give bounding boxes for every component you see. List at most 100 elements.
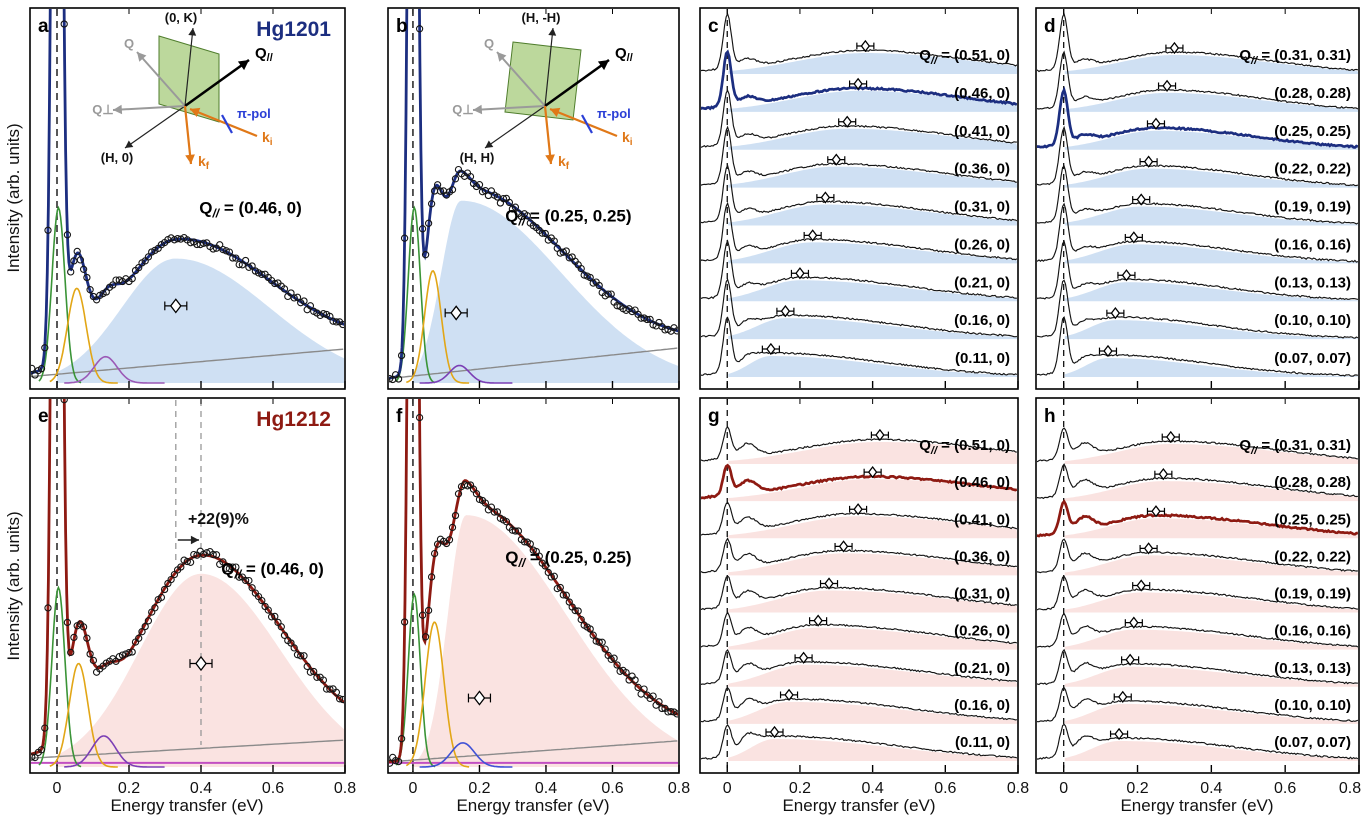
svg-text:(0.16, 0): (0.16, 0) xyxy=(954,697,1010,714)
svg-text:0.2: 0.2 xyxy=(1126,780,1148,797)
panel-c: Q// = (0.51, 0) (0.46, 0) (0.41, 0) (0.36, … xyxy=(699,7,1019,390)
svg-text:(0.11, 0): (0.11, 0) xyxy=(955,734,1010,751)
svg-text:Q// = (0.31, 0.31): Q// = (0.31, 0.31) xyxy=(1239,437,1351,457)
svg-text:Q// = (0.51, 0): Q// = (0.51, 0) xyxy=(919,437,1010,457)
svg-text:π-pol: π-pol xyxy=(597,106,631,121)
panel-b: Q// = (0.25, 0.25) (H, -H) (H, H) Q Q⊥ Q// kf k… xyxy=(387,7,680,390)
y-axis-label-top-row: Intensity (arb. units) xyxy=(4,123,23,273)
svg-text:Q: Q xyxy=(124,36,134,51)
svg-text:(H, -H): (H, -H) xyxy=(522,10,561,25)
svg-text:(0, K): (0, K) xyxy=(165,10,198,25)
svg-text:Q// = (0.46, 0): Q// = (0.46, 0) xyxy=(221,559,324,581)
svg-text:(0.36, 0): (0.36, 0) xyxy=(954,161,1010,178)
svg-text:(0.21, 0): (0.21, 0) xyxy=(954,660,1010,677)
svg-text:(0.21, 0): (0.21, 0) xyxy=(954,274,1010,291)
svg-text:0.4: 0.4 xyxy=(1200,780,1222,797)
svg-text:0.2: 0.2 xyxy=(118,780,140,797)
svg-text:0.8: 0.8 xyxy=(1339,780,1361,797)
svg-text:(0.19, 0.19): (0.19, 0.19) xyxy=(1274,586,1351,603)
svg-text:(0.25, 0.25): (0.25, 0.25) xyxy=(1274,123,1351,140)
svg-text:(0.16, 0.16): (0.16, 0.16) xyxy=(1274,623,1351,640)
svg-text:0: 0 xyxy=(53,780,62,797)
svg-text:Q//: Q// xyxy=(615,45,633,64)
svg-text:(0.10, 0.10): (0.10, 0.10) xyxy=(1274,697,1351,714)
panel-d: Q// = (0.31, 0.31) (0.28, 0.28) (0.25, 0.2… xyxy=(1035,7,1360,390)
svg-text:0.2: 0.2 xyxy=(789,780,811,797)
svg-text:0: 0 xyxy=(408,780,417,797)
svg-text:+22(9)%: +22(9)% xyxy=(188,511,249,528)
svg-text:kf: kf xyxy=(558,153,570,172)
svg-text:(0.41, 0): (0.41, 0) xyxy=(954,123,1010,140)
panel-g: Q// = (0.51, 0) (0.46, 0) (0.41, 0) (0.36, … xyxy=(699,397,1029,797)
svg-text:e: e xyxy=(38,406,49,427)
svg-text:(0.22, 0.22): (0.22, 0.22) xyxy=(1274,161,1351,178)
svg-text:g: g xyxy=(708,406,720,427)
svg-text:0.4: 0.4 xyxy=(190,780,212,797)
svg-text:c: c xyxy=(708,16,719,37)
svg-text:0.4: 0.4 xyxy=(862,780,884,797)
svg-text:0.8: 0.8 xyxy=(1007,780,1029,797)
svg-text:0: 0 xyxy=(1059,780,1068,797)
svg-text:a: a xyxy=(38,16,49,37)
svg-text:(0.07, 0.07): (0.07, 0.07) xyxy=(1274,350,1351,367)
svg-text:ki: ki xyxy=(622,129,633,148)
svg-text:(H, 0): (H, 0) xyxy=(101,150,134,165)
svg-text:Q// = (0.31, 0.31): Q// = (0.31, 0.31) xyxy=(1239,47,1351,67)
svg-text:Q// = (0.51, 0): Q// = (0.51, 0) xyxy=(919,47,1010,67)
panel-e: +22(9)% Q// = (0.46, 0) Hg1212 0 0.2 0.4 0.6 0.… xyxy=(29,397,356,797)
svg-text:d: d xyxy=(1044,16,1056,37)
svg-text:(0.13, 0.13): (0.13, 0.13) xyxy=(1274,660,1351,677)
svg-text:0.6: 0.6 xyxy=(262,780,284,797)
svg-text:0.8: 0.8 xyxy=(334,780,356,797)
svg-text:(0.36, 0): (0.36, 0) xyxy=(954,548,1010,565)
x-axis-label-col-b: Energy transfer (eV) xyxy=(456,796,610,815)
svg-text:Q// = (0.46, 0): Q// = (0.46, 0) xyxy=(199,199,302,221)
svg-text:0.2: 0.2 xyxy=(468,780,490,797)
svg-text:Q: Q xyxy=(484,36,494,51)
x-axis-label-col-d: Energy transfer (eV) xyxy=(1120,796,1274,815)
svg-text:(0.22, 0.22): (0.22, 0.22) xyxy=(1274,548,1351,565)
svg-text:Q//: Q// xyxy=(255,45,273,64)
svg-text:ki: ki xyxy=(262,129,273,148)
svg-text:0.6: 0.6 xyxy=(601,780,623,797)
svg-text:b: b xyxy=(396,16,408,37)
svg-text:Q⊥: Q⊥ xyxy=(92,102,113,117)
svg-text:(0.31, 0): (0.31, 0) xyxy=(954,586,1010,603)
svg-text:(0.46, 0): (0.46, 0) xyxy=(954,85,1010,102)
svg-text:(0.11, 0): (0.11, 0) xyxy=(955,350,1010,367)
svg-text:Hg1201: Hg1201 xyxy=(256,18,331,41)
svg-text:Q// = (0.25, 0.25): Q// = (0.25, 0.25) xyxy=(505,206,631,228)
svg-text:(0.10, 0.10): (0.10, 0.10) xyxy=(1274,312,1351,329)
svg-text:(0.26, 0): (0.26, 0) xyxy=(954,623,1010,640)
panel-a: Q// = (0.46, 0) Hg1201 (0, K) (H, 0) Q Q⊥ Q// k… xyxy=(29,7,346,390)
svg-text:(H, H): (H, H) xyxy=(460,150,495,165)
panel-h: Q// = (0.31, 0.31) (0.28, 0.28) (0.25, 0.2… xyxy=(1035,397,1361,797)
svg-text:Q// = (0.25, 0.25): Q// = (0.25, 0.25) xyxy=(505,548,631,570)
svg-text:(0.26, 0): (0.26, 0) xyxy=(954,236,1010,253)
y-axis-label-bottom-row: Intensity (arb. units) xyxy=(4,511,23,661)
svg-text:f: f xyxy=(396,406,403,427)
svg-text:(0.07, 0.07): (0.07, 0.07) xyxy=(1274,734,1351,751)
x-axis-label-col-c: Energy transfer (eV) xyxy=(782,796,936,815)
svg-text:(0.28, 0.28): (0.28, 0.28) xyxy=(1274,85,1351,102)
svg-text:kf: kf xyxy=(198,153,210,172)
svg-text:(0.16, 0): (0.16, 0) xyxy=(954,312,1010,329)
svg-text:(0.16, 0.16): (0.16, 0.16) xyxy=(1274,236,1351,253)
svg-text:(0.28, 0.28): (0.28, 0.28) xyxy=(1274,474,1351,491)
svg-text:(0.31, 0): (0.31, 0) xyxy=(954,199,1010,216)
svg-text:h: h xyxy=(1044,406,1056,427)
svg-text:(0.25, 0.25): (0.25, 0.25) xyxy=(1274,511,1351,528)
x-axis-label-col-a: Energy transfer (eV) xyxy=(110,796,264,815)
panel-f: Q// = (0.25, 0.25) 0 0.2 0.4 0.6 0.8 f xyxy=(387,397,690,797)
svg-text:Q⊥: Q⊥ xyxy=(452,102,473,117)
svg-text:0: 0 xyxy=(723,780,732,797)
svg-text:(0.19, 0.19): (0.19, 0.19) xyxy=(1274,199,1351,216)
svg-text:Hg1212: Hg1212 xyxy=(256,408,331,431)
svg-text:(0.41, 0): (0.41, 0) xyxy=(954,511,1010,528)
svg-text:(0.13, 0.13): (0.13, 0.13) xyxy=(1274,274,1351,291)
svg-text:(0.46, 0): (0.46, 0) xyxy=(954,474,1010,491)
svg-text:π-pol: π-pol xyxy=(237,106,271,121)
svg-text:0.6: 0.6 xyxy=(934,780,956,797)
